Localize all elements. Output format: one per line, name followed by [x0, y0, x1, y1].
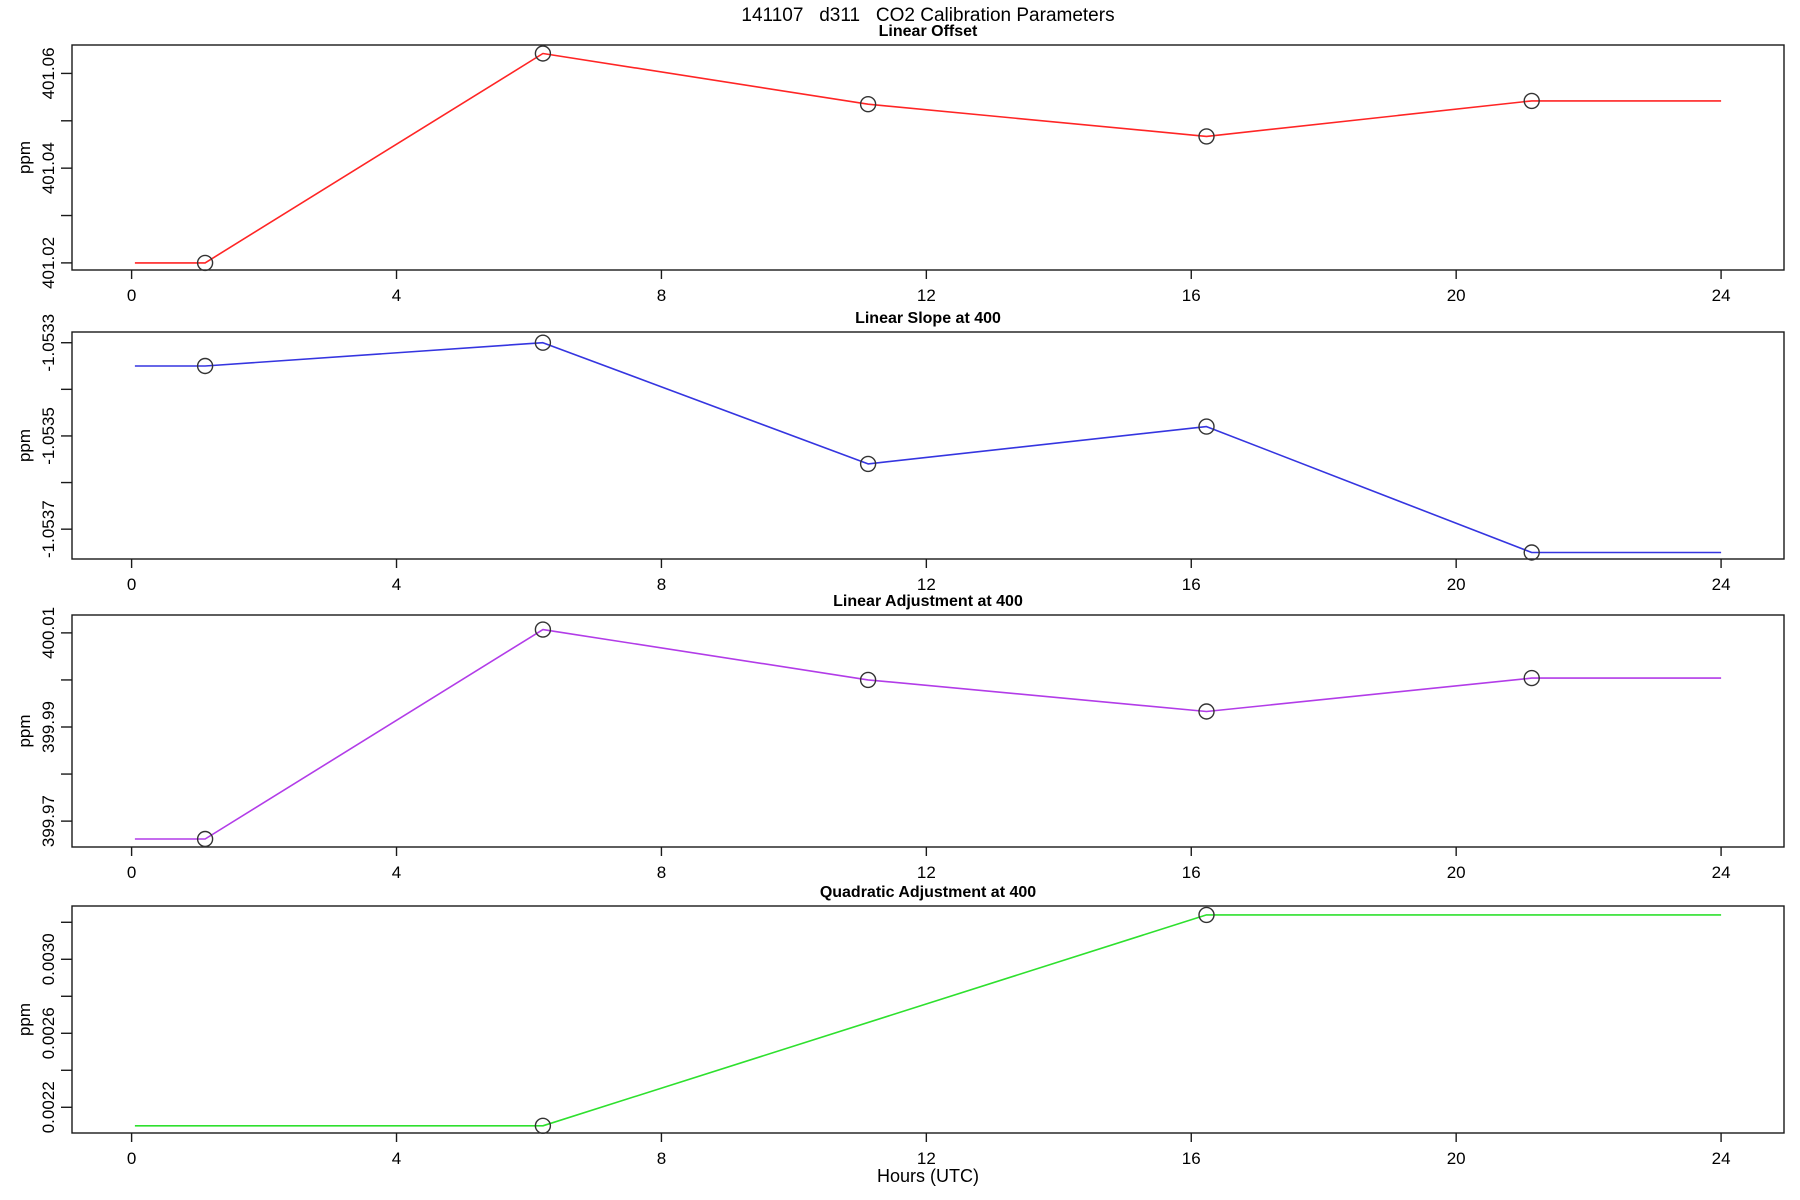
panel-title: Linear Slope at 400	[855, 310, 1001, 327]
y-tick-label: 0.0022	[39, 1081, 58, 1133]
y-tick-label: 399.97	[39, 795, 58, 847]
x-tick-label: 12	[917, 1149, 936, 1168]
panel-title: Linear Adjustment at 400	[833, 593, 1023, 610]
data-point-marker	[1523, 92, 1540, 110]
y-tick-label: 401.06	[39, 47, 58, 99]
x-tick-label: 24	[1712, 575, 1731, 594]
data-point-marker	[196, 254, 214, 272]
panel-box	[71, 614, 1785, 848]
x-tick-label: 0	[127, 286, 136, 305]
data-point-marker	[196, 357, 214, 375]
data-point-marker	[534, 1117, 552, 1135]
x-tick-label: 8	[657, 286, 666, 305]
y-axis-label: ppm	[15, 429, 34, 462]
x-tick-label: 20	[1447, 286, 1466, 305]
data-point-marker	[1198, 128, 1215, 145]
x-tick-label: 0	[127, 1149, 136, 1168]
x-tick-label: 20	[1447, 575, 1466, 594]
y-tick-label: 0.0026	[39, 1007, 58, 1059]
data-point-marker	[196, 830, 214, 848]
x-tick-label: 12	[917, 863, 936, 882]
y-tick-label: -1.0533	[39, 314, 58, 372]
y-axis-label: ppm	[15, 1003, 34, 1036]
panel-linear-slope-at-400: Linear Slope at 400 -1.0537 -1.0535 -1.0533…	[15, 310, 1785, 594]
data-point-marker	[859, 455, 877, 473]
x-tick-label: 8	[657, 863, 666, 882]
y-tick-label: -1.0535	[39, 407, 58, 465]
x-tick-label: 0	[127, 863, 136, 882]
x-tick-label: 0	[127, 575, 136, 594]
series-line-quadratic-adjustment-at-400	[134, 914, 1722, 1127]
x-tick-label: 12	[917, 286, 936, 305]
panel-box	[71, 905, 1785, 1134]
x-tick-label: 8	[657, 575, 666, 594]
x-tick-label: 16	[1182, 575, 1201, 594]
data-point-marker	[1198, 418, 1215, 435]
x-tick-label: 4	[392, 286, 401, 305]
panel-linear-adjustment-at-400: Linear Adjustment at 400 399.97 399.99 400.…	[15, 593, 1785, 882]
x-tick-label: 4	[392, 1149, 401, 1168]
series-line-linear-offset	[134, 52, 1722, 264]
y-axis-label: ppm	[15, 141, 34, 174]
panel-title: Linear Offset	[879, 23, 978, 40]
y-tick-label: 400.01	[39, 607, 58, 659]
data-point-marker	[859, 671, 877, 689]
x-tick-label: 16	[1182, 863, 1201, 882]
data-point-marker	[1523, 544, 1540, 561]
x-tick-label: 12	[917, 575, 936, 594]
y-tick-label: 401.02	[39, 237, 58, 289]
panel-quadratic-adjustment-at-400: Quadratic Adjustment at 400 0.0022 0.0026 0…	[15, 884, 1785, 1168]
data-point-marker	[534, 45, 552, 62]
x-tick-label: 20	[1447, 863, 1466, 882]
panel-linear-offset: Linear Offset 401.02 401.04 401.06 ppm 0 4 8 12 1…	[15, 23, 1785, 305]
data-point-marker	[1198, 906, 1215, 924]
data-point-marker	[534, 334, 552, 351]
figure-title: 141107 d311 CO2 Calibration Parameters	[741, 5, 1115, 26]
x-tick-label: 8	[657, 1149, 666, 1168]
y-tick-label: 0.0030	[39, 933, 58, 985]
x-tick-label: 24	[1712, 863, 1731, 882]
x-tick-label: 24	[1712, 286, 1731, 305]
panel-title: Quadratic Adjustment at 400	[820, 884, 1036, 901]
panel-box	[71, 44, 1785, 271]
data-point-marker	[859, 95, 877, 113]
series-line-linear-slope-at-400	[134, 341, 1722, 554]
x-tick-label: 4	[392, 863, 401, 882]
x-tick-label: 24	[1712, 1149, 1731, 1168]
x-tick-label: 16	[1182, 1149, 1201, 1168]
y-tick-label: 399.99	[39, 701, 58, 753]
y-tick-label: -1.0537	[39, 500, 58, 558]
data-point-marker	[1198, 703, 1215, 720]
x-tick-label: 4	[392, 575, 401, 594]
y-tick-label: 401.04	[39, 142, 58, 194]
data-point-marker	[534, 621, 552, 638]
data-point-marker	[1523, 669, 1540, 687]
x-tick-label: 16	[1182, 286, 1201, 305]
x-tick-label: 20	[1447, 1149, 1466, 1168]
x-axis-title: Hours (UTC)	[877, 1166, 979, 1186]
y-axis-label: ppm	[15, 714, 34, 747]
series-line-linear-adjustment-at-400	[134, 628, 1722, 840]
panel-box	[71, 331, 1785, 560]
